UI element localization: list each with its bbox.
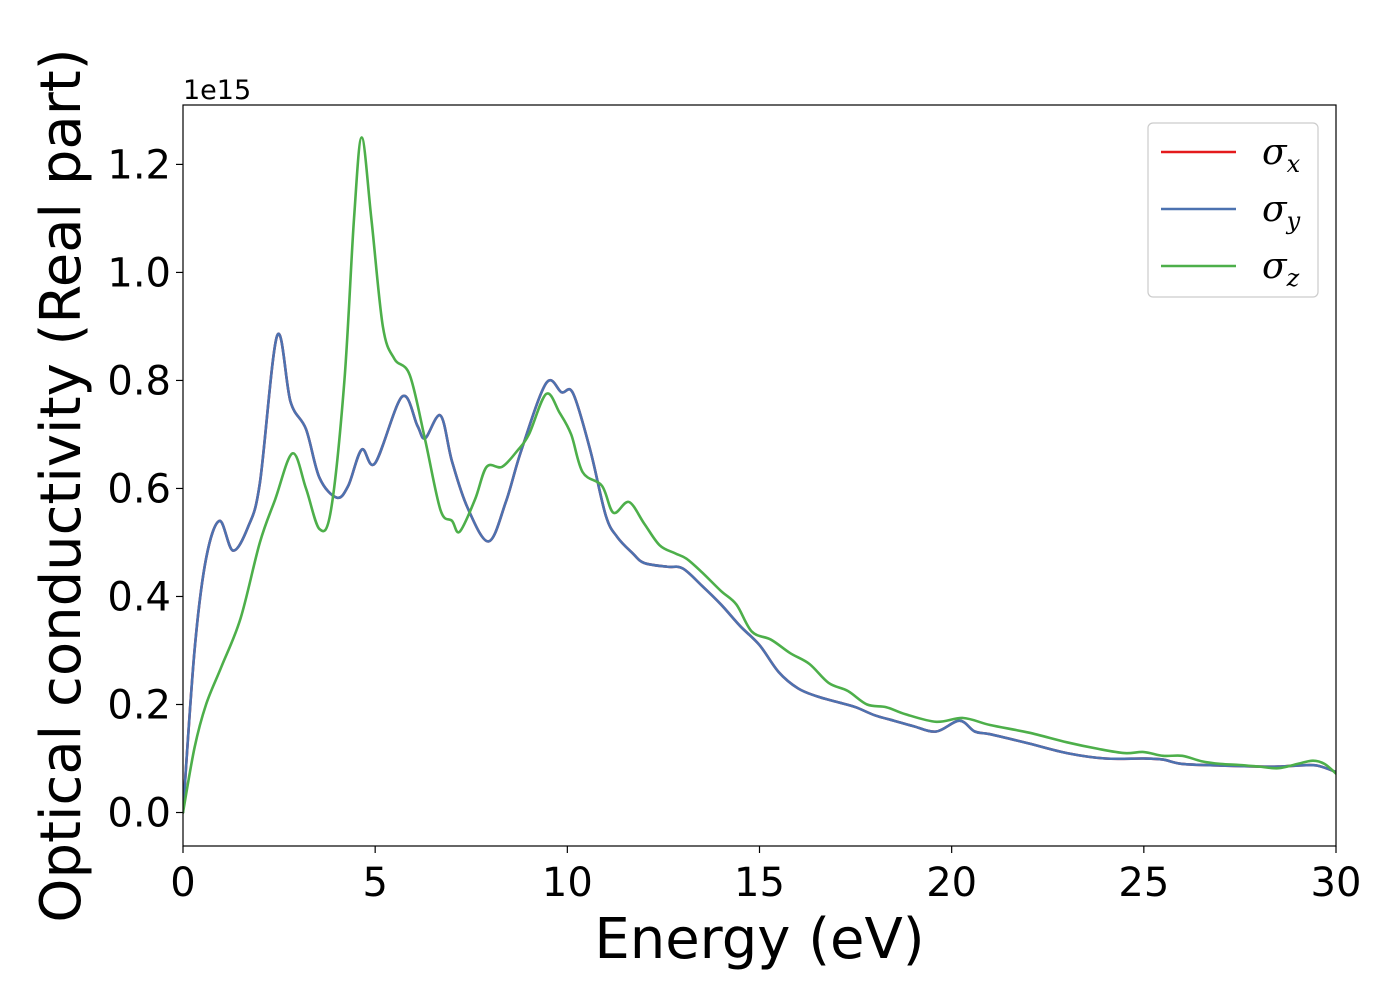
legend-label-y: σy <box>1262 189 1301 235</box>
y-axis-label: Optical conductivity (Real part) <box>29 48 94 922</box>
plot-area <box>183 105 1336 846</box>
series-layer <box>183 136 1336 814</box>
y-tick-label: 0.2 <box>107 682 171 728</box>
y-tick-label: 1.0 <box>107 250 171 296</box>
y-tick-label: 0.0 <box>107 791 171 837</box>
x-tick-label: 0 <box>170 860 195 906</box>
y-tick-label: 1.2 <box>107 142 171 188</box>
x-tick-label: 20 <box>926 860 977 906</box>
x-tick-label: 30 <box>1311 860 1362 906</box>
y-axis-offset-label: 1e15 <box>183 75 251 106</box>
y-tick-label: 0.4 <box>107 574 171 620</box>
x-axis-label: Energy (eV) <box>594 907 924 972</box>
x-tick-label: 10 <box>542 860 593 906</box>
y-tick-label: 0.6 <box>107 466 171 512</box>
x-tick-label: 5 <box>362 860 387 906</box>
y-tick-label: 0.8 <box>107 358 171 404</box>
legend: σx σy σz <box>1147 122 1319 298</box>
series-line-z <box>183 136 1336 814</box>
y-axis-ticks: 0.0 0.2 0.4 0.6 0.8 1.0 1.2 <box>107 142 183 837</box>
x-tick-label: 15 <box>734 860 785 906</box>
legend-label-z: σz <box>1262 246 1300 292</box>
series-line-y <box>183 332 1336 814</box>
x-axis-ticks: 0 5 10 15 20 25 30 <box>170 846 1361 906</box>
legend-label-x: σx <box>1262 132 1301 178</box>
x-tick-label: 25 <box>1118 860 1169 906</box>
